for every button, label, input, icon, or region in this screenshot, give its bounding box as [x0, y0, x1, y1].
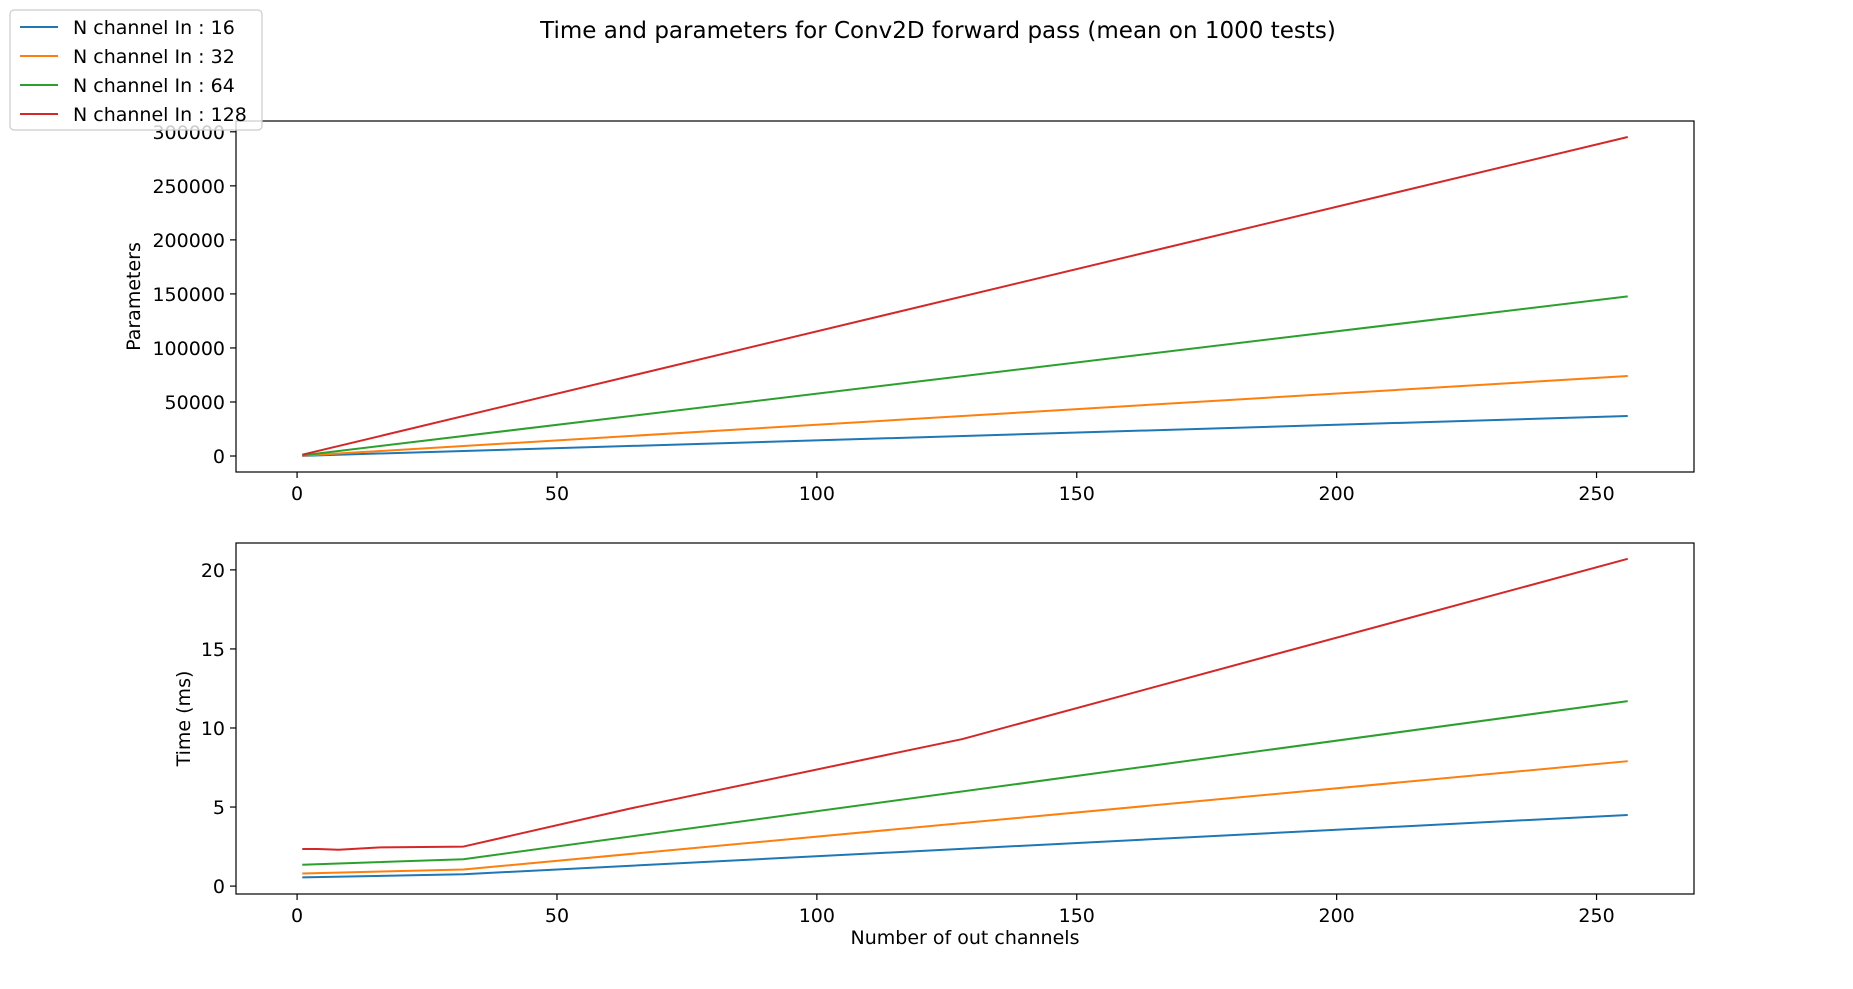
x-tick-label-2-3: 150: [1059, 905, 1095, 927]
legend-box: [9, 9, 263, 131]
y-tick-label-1-0: 0: [213, 446, 225, 468]
series-line-1-1: [302, 415, 1628, 457]
legend-label-2: N channel In : 32: [73, 46, 235, 68]
series-line-2-4: [302, 557, 1628, 851]
y-axis-label-2: Time (ms): [173, 671, 195, 768]
figure-title: Time and parameters for Conv2D forward p…: [539, 18, 1336, 44]
y-tick-label-2-0: 0: [213, 876, 225, 898]
x-tick-label-2-5: 250: [1578, 905, 1614, 927]
x-tick-label-1-0: 0: [291, 483, 303, 505]
legend: N channel In : 16 N channel In : 32 N chan…: [9, 9, 263, 131]
series-line-2-2: [302, 760, 1628, 875]
y-tick-label-2-3: 15: [201, 639, 225, 661]
subplot-2: 0 50 100 150 200 250 0 5 10 15 20 Time (ms) Number o…: [173, 542, 1695, 949]
legend-label-1: N channel In : 16: [73, 17, 235, 39]
x-tick-label-1-2: 100: [799, 483, 835, 505]
series-line-1-3: [302, 295, 1628, 457]
series-line-2-3: [302, 700, 1628, 866]
legend-label-3: N channel In : 64: [73, 75, 235, 97]
legend-label-4: N channel In : 128: [73, 104, 247, 126]
x-tick-label-1-1: 50: [545, 483, 569, 505]
x-tick-label-2-2: 100: [799, 905, 835, 927]
axes-frame-2: [235, 542, 1695, 895]
y-tick-label-1-1: 50000: [165, 392, 225, 414]
series-line-1-2: [302, 375, 1628, 457]
y-tick-label-1-3: 150000: [152, 284, 225, 306]
y-tick-label-2-1: 5: [213, 797, 225, 819]
x-tick-label-2-1: 50: [545, 905, 569, 927]
series-line-2-1: [302, 813, 1628, 879]
x-axis-label-2: Number of out channels: [851, 927, 1080, 949]
y-tick-label-1-4: 200000: [152, 230, 225, 252]
x-tick-label-1-4: 200: [1319, 483, 1355, 505]
y-axis-label-1: Parameters: [123, 242, 145, 351]
axes-frame-1: [235, 120, 1695, 473]
x-tick-label-1-3: 150: [1059, 483, 1095, 505]
x-tick-label-2-0: 0: [291, 905, 303, 927]
series-line-1-4: [302, 136, 1628, 456]
y-tick-label-2-2: 10: [201, 718, 225, 740]
y-tick-label-2-4: 20: [201, 560, 225, 582]
y-tick-label-1-2: 100000: [152, 338, 225, 360]
x-tick-label-2-4: 200: [1319, 905, 1355, 927]
subplot-1: 0 50 100 150 200 250 0 50000 100000 150000 200000 2…: [123, 120, 1695, 505]
y-tick-label-1-5: 250000: [152, 176, 225, 198]
x-tick-label-1-5: 250: [1578, 483, 1614, 505]
